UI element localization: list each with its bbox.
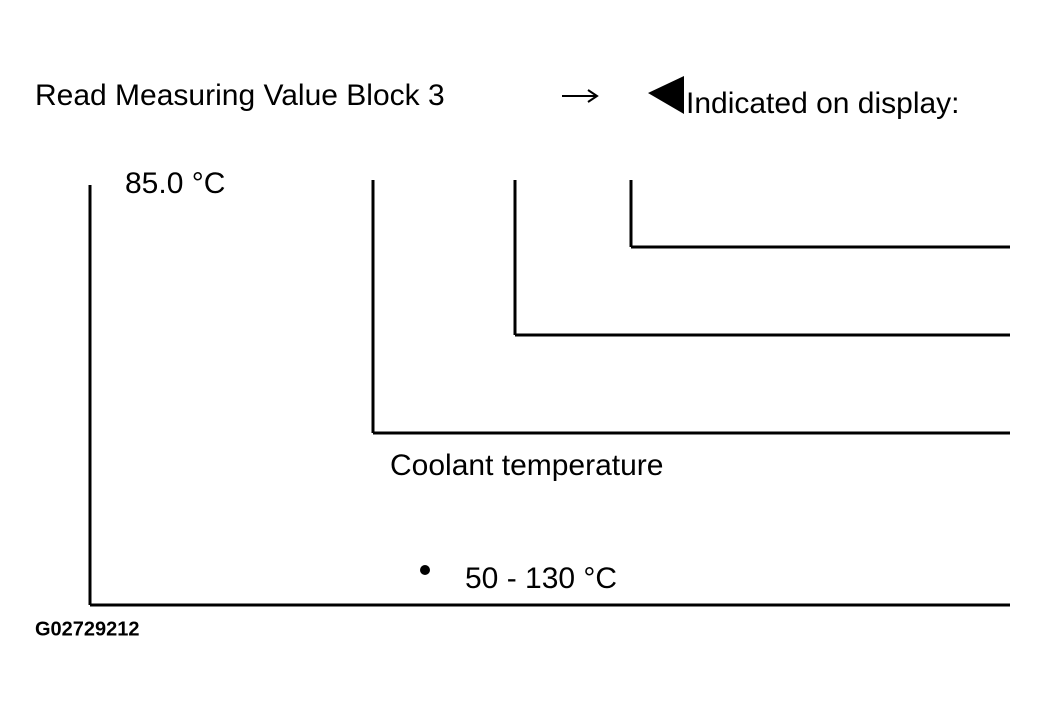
arrow (562, 89, 599, 103)
display-value: 85.0 °C (125, 167, 225, 200)
field-range: 50 - 130 °C (465, 562, 617, 595)
bullet (420, 565, 430, 575)
title: Read Measuring Value Block 3 (35, 79, 445, 112)
figure-id: G02729212 (35, 618, 140, 640)
display-label: Indicated on display: (686, 87, 960, 120)
field-name: Coolant temperature (390, 449, 664, 482)
pointer-triangle (648, 76, 684, 114)
